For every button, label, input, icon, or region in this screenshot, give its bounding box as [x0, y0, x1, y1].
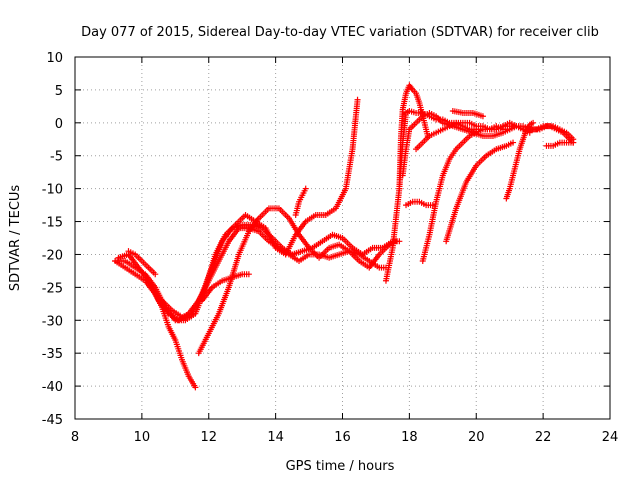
- y-axis-label: SDTVAR / TECUs: [8, 185, 23, 292]
- data-point: [152, 271, 159, 278]
- data-marks: [112, 82, 577, 391]
- axes: 8 10 12 14 16 18 20 22 24 10 5 0 -5 -10 -15 -20 -25 -30 -3…: [42, 51, 619, 445]
- data-point: [354, 96, 361, 103]
- y-tick-label: 10: [46, 51, 63, 66]
- series-arc-14: [443, 139, 517, 245]
- data-point: [526, 129, 533, 136]
- y-tick-label: -25: [42, 281, 63, 296]
- x-axis-label: GPS time / hours: [286, 459, 395, 474]
- series-arc-19: [125, 248, 159, 278]
- data-point: [302, 185, 309, 192]
- y-tick-label: -35: [42, 347, 63, 362]
- x-tick-label: 14: [267, 430, 284, 445]
- chart-title: Day 077 of 2015, Sidereal Day-to-day VTE…: [81, 25, 599, 40]
- y-tick-label: -45: [42, 413, 63, 428]
- x-tick-label: 10: [134, 430, 151, 445]
- y-tick-label: 0: [55, 117, 63, 132]
- y-tick-label: -40: [42, 380, 63, 395]
- plot-frame: [74, 56, 611, 420]
- series-arc-1: [112, 258, 199, 391]
- series-arc-16: [503, 119, 537, 202]
- data-point: [570, 139, 577, 146]
- x-tick-label: 22: [535, 430, 552, 445]
- x-tick-label: 8: [71, 430, 79, 445]
- y-tick-label: -10: [42, 183, 63, 198]
- x-tick-label: 16: [334, 430, 351, 445]
- x-tick-label: 12: [200, 430, 217, 445]
- series-arc-7: [292, 185, 309, 218]
- x-tick-label: 20: [468, 430, 485, 445]
- series-arc-5: [195, 205, 399, 357]
- y-tick-label: -20: [42, 248, 63, 263]
- series-arc-18: [543, 139, 577, 149]
- series-arc-4: [158, 221, 403, 320]
- series-arc-15: [449, 107, 486, 120]
- y-tick-label: -5: [50, 150, 63, 165]
- series-arc-13: [419, 123, 520, 265]
- data-point: [513, 123, 520, 130]
- x-tick-label: 18: [401, 430, 418, 445]
- series-arc-9: [396, 82, 431, 192]
- data-point: [192, 384, 199, 391]
- y-tick-label: 5: [55, 84, 63, 99]
- series-arc-17: [523, 123, 577, 143]
- y-tick-label: -30: [42, 314, 63, 329]
- series-arc-12: [403, 198, 436, 209]
- x-tick-label: 24: [602, 430, 619, 445]
- data-point: [245, 271, 252, 278]
- series-arc-11: [413, 119, 533, 153]
- data-point: [530, 119, 537, 126]
- data-point: [479, 113, 486, 120]
- series-arc-6: [199, 271, 252, 304]
- y-tick-label: -15: [42, 216, 63, 231]
- data-point: [510, 139, 517, 146]
